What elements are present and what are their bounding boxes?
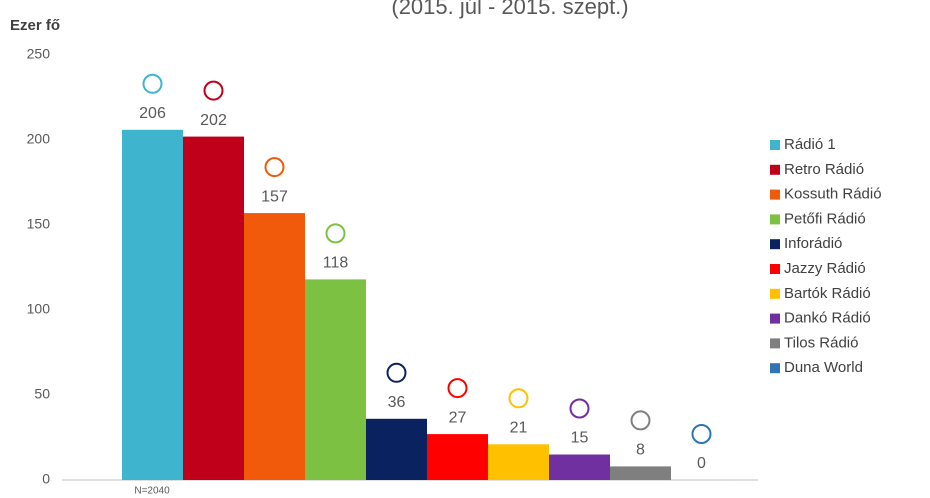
y-tick-label: 250 xyxy=(27,46,51,62)
value-label: 36 xyxy=(388,394,406,411)
bar xyxy=(244,213,305,480)
station-logo xyxy=(203,80,224,101)
legend-label: Retro Rádió xyxy=(784,161,864,178)
bar xyxy=(366,418,427,480)
legend-swatch xyxy=(770,264,780,274)
y-tick-label: 0 xyxy=(42,471,50,487)
bar xyxy=(549,454,610,480)
bar xyxy=(610,466,671,480)
y-tick-label: 200 xyxy=(27,131,51,147)
legend-label: Inforádió xyxy=(784,235,842,252)
bar xyxy=(183,136,244,480)
station-logo xyxy=(447,378,468,399)
y-axis-label: Ezer fő xyxy=(10,17,60,34)
value-label: 8 xyxy=(636,442,645,459)
station-logo xyxy=(691,424,712,444)
bar xyxy=(305,279,366,480)
value-label: 202 xyxy=(200,112,227,129)
station-logo xyxy=(142,73,163,94)
legend-label: Rádió 1 xyxy=(784,136,836,153)
legend-label: Petőfi Rádió xyxy=(784,210,866,227)
y-tick-label: 100 xyxy=(27,301,51,317)
legend-swatch xyxy=(770,313,780,324)
legend-swatch xyxy=(770,164,780,175)
legend-label: Tilos Rádió xyxy=(784,334,858,351)
legend-swatch xyxy=(770,140,780,150)
legend-swatch xyxy=(770,363,780,374)
legend-swatch xyxy=(770,214,780,225)
legend-label: Kossuth Rádió xyxy=(784,186,882,203)
station-logo xyxy=(508,388,529,409)
value-label: 157 xyxy=(261,188,288,205)
legend-swatch xyxy=(770,239,780,250)
legend-swatch xyxy=(770,338,780,349)
station-logo xyxy=(264,157,285,178)
y-tick-label: 50 xyxy=(34,386,50,402)
legend-label: Duna World xyxy=(784,359,863,376)
bar xyxy=(488,444,549,480)
legend-label: Bartók Rádió xyxy=(784,285,871,302)
bar xyxy=(427,434,488,480)
y-tick-label: 150 xyxy=(27,216,51,232)
station-logo xyxy=(630,410,651,431)
sample-note: N=2040 xyxy=(134,486,170,497)
legend-swatch xyxy=(770,189,780,200)
value-label: 21 xyxy=(510,420,528,437)
legend-label: Dankó Rádió xyxy=(784,310,871,327)
value-label: 118 xyxy=(323,255,349,272)
chart-subtitle: (2015. júl - 2015. szept.) xyxy=(391,0,628,19)
value-label: 206 xyxy=(139,105,166,122)
value-label: 15 xyxy=(571,430,589,447)
value-label: 0 xyxy=(697,455,706,472)
bar xyxy=(122,129,183,481)
legend-swatch xyxy=(770,288,780,299)
legend-label: Jazzy Rádió xyxy=(784,260,866,277)
station-logo xyxy=(325,223,346,244)
value-label: 27 xyxy=(449,409,467,426)
station-logo xyxy=(569,398,590,419)
station-logo xyxy=(386,362,407,383)
